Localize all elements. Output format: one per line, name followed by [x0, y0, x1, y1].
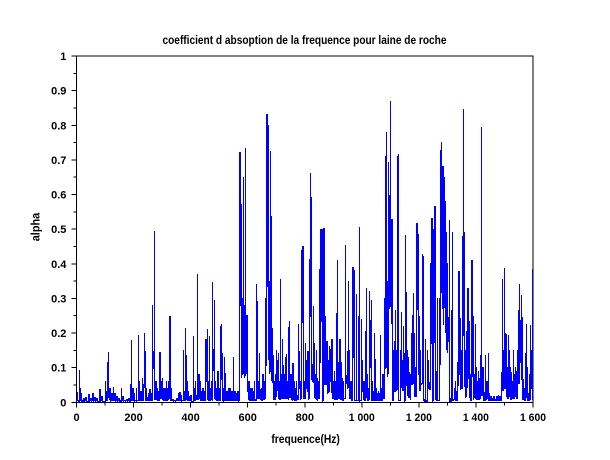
svg-text:frequence(Hz): frequence(Hz): [271, 432, 340, 446]
svg-text:200: 200: [124, 412, 142, 424]
svg-text:0.3: 0.3: [51, 293, 66, 305]
svg-text:coefficient d absoption de la: coefficient d absoption de la frequence …: [163, 33, 447, 47]
svg-text:1 200: 1 200: [406, 412, 432, 424]
svg-text:0.4: 0.4: [51, 259, 67, 271]
svg-text:0.6: 0.6: [51, 190, 66, 202]
svg-text:400: 400: [181, 412, 199, 424]
svg-text:0: 0: [73, 412, 79, 424]
svg-text:1: 1: [60, 51, 66, 63]
svg-text:800: 800: [296, 412, 314, 424]
svg-text:0.1: 0.1: [51, 363, 66, 375]
svg-text:0.8: 0.8: [51, 120, 66, 132]
svg-text:1 000: 1 000: [349, 412, 375, 424]
svg-text:0.7: 0.7: [51, 155, 66, 167]
svg-text:1 400: 1 400: [463, 412, 489, 424]
svg-text:0: 0: [60, 397, 66, 409]
svg-text:0.2: 0.2: [51, 328, 66, 340]
svg-text:0.5: 0.5: [51, 224, 66, 236]
svg-text:0.9: 0.9: [51, 86, 66, 98]
svg-text:alpha: alpha: [29, 213, 43, 242]
svg-text:600: 600: [239, 412, 257, 424]
svg-text:1 600: 1 600: [520, 412, 546, 424]
